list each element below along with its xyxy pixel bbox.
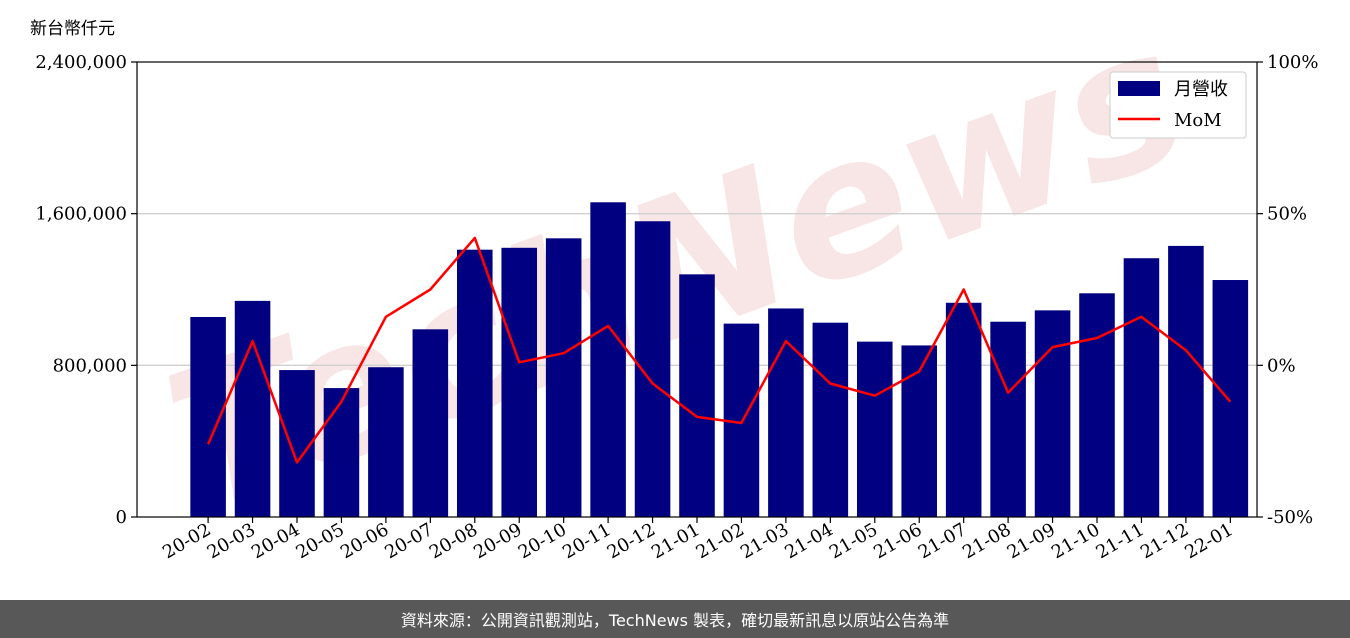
bar-21-08 xyxy=(990,321,1026,517)
bar-21-06 xyxy=(901,345,937,517)
x-tick-label: 20-05 xyxy=(293,519,348,563)
bar-20-04 xyxy=(279,370,315,517)
x-tick-label: 20-02 xyxy=(159,519,214,563)
legend: 月營收 MoM xyxy=(1109,71,1247,139)
x-tick-label: 21-09 xyxy=(1004,519,1059,563)
x-tick-label: 21-02 xyxy=(693,519,748,563)
right-tick-label: -50% xyxy=(1267,507,1313,528)
x-tick-label: 20-07 xyxy=(381,519,436,563)
bar-21-10 xyxy=(1079,293,1115,517)
bar-20-10 xyxy=(545,238,582,517)
x-tick-label: 20-09 xyxy=(470,519,525,563)
bar-21-05 xyxy=(857,341,893,517)
bar-21-09 xyxy=(1034,310,1071,517)
x-tick-label: 21-07 xyxy=(915,519,970,563)
left-tick-label: 0 xyxy=(116,507,127,528)
revenue-chart: TechNews 0800,0001,600,0002,400,000-50%0… xyxy=(30,0,1318,563)
bar-20-03 xyxy=(234,300,271,517)
bar-20-09 xyxy=(501,247,537,517)
bar-21-04 xyxy=(812,322,849,517)
bar-series xyxy=(190,202,1249,518)
x-tick-label: 21-10 xyxy=(1048,519,1103,563)
bar-21-01 xyxy=(679,274,715,517)
mom-line-series xyxy=(206,236,1232,464)
x-tick-label: 21-01 xyxy=(648,519,703,563)
legend-line-label: MoM xyxy=(1174,110,1222,131)
x-tick-label: 20-12 xyxy=(604,519,659,563)
x-tick-label: 21-03 xyxy=(737,519,792,563)
x-tick-label: 21-04 xyxy=(781,519,836,563)
unit-label: 新台幣仟元 xyxy=(30,19,115,39)
right-tick-label: 0% xyxy=(1267,355,1296,376)
x-tick-label: 21-06 xyxy=(870,519,925,563)
x-tick-label: 20-11 xyxy=(559,519,614,563)
bar-20-07 xyxy=(412,329,449,517)
bar-20-08 xyxy=(457,249,493,517)
legend-bar-swatch xyxy=(1118,81,1160,96)
x-tick-label: 20-06 xyxy=(337,519,392,563)
bar-21-07 xyxy=(945,302,982,517)
bar-21-11 xyxy=(1123,258,1160,517)
x-tick-label: 20-10 xyxy=(515,519,570,563)
bar-22-01 xyxy=(1212,280,1249,517)
bar-20-05 xyxy=(323,388,360,517)
x-tick-label: 20-08 xyxy=(426,519,481,563)
x-tick-label: 21-05 xyxy=(826,519,881,563)
footer-source-note: 資料來源：公開資訊觀測站，TechNews 製表，確切最新訊息以原站公告為準 xyxy=(0,600,1350,638)
mom-line xyxy=(206,236,1232,464)
x-tick-label: 21-11 xyxy=(1093,519,1148,563)
x-tick-label: 22-01 xyxy=(1181,519,1236,563)
right-tick-label: 100% xyxy=(1267,52,1318,73)
left-tick-label: 800,000 xyxy=(53,355,127,376)
right-tick-label: 50% xyxy=(1267,204,1307,225)
left-tick-label: 1,600,000 xyxy=(35,204,127,225)
bar-21-12 xyxy=(1168,245,1204,518)
bar-20-06 xyxy=(368,367,404,517)
x-tick-label: 21-12 xyxy=(1137,519,1192,563)
bar-21-03 xyxy=(768,308,804,517)
legend-bar-label: 月營收 xyxy=(1174,79,1228,100)
bar-20-11 xyxy=(590,202,626,517)
x-tick-label: 21-08 xyxy=(959,519,1014,563)
left-tick-label: 2,400,000 xyxy=(35,52,127,73)
